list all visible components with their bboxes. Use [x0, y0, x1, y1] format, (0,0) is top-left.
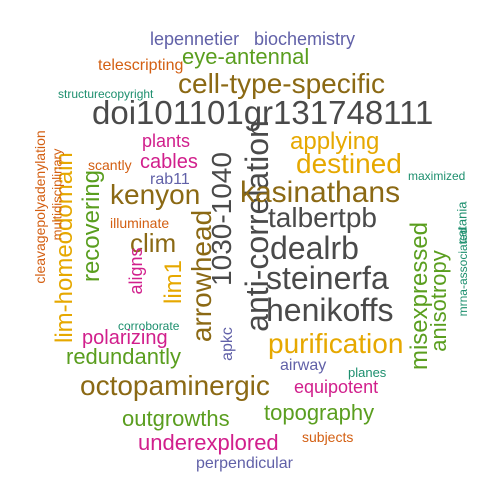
word-cleavagepolyadenylation: cleavagepolyadenylation: [32, 130, 48, 284]
word-illuminate: illuminate: [110, 215, 170, 231]
word-steinerfa: steinerfa: [266, 260, 389, 296]
word-outgrowths: outgrowths: [122, 406, 230, 431]
word-biochemistry: biochemistry: [254, 29, 356, 49]
word-recovering: recovering: [78, 169, 105, 283]
word-kenyon: kenyon: [110, 179, 201, 210]
word-mrna-associated: mrna-associated: [456, 227, 470, 317]
word-henikoffs: henikoffs: [266, 292, 394, 328]
word-octopaminergic: octopaminergic: [80, 370, 270, 401]
word-subjects: subjects: [302, 429, 354, 445]
word-dealrb: dealrb: [270, 230, 359, 266]
word-destined: destined: [296, 148, 402, 179]
word-cell-type-specific: cell-type-specific: [178, 68, 385, 99]
word-aligns: aligns: [126, 247, 146, 295]
word-equipotent: equipotent: [294, 377, 379, 397]
word-rab11: rab11: [150, 171, 190, 188]
word-talbertpb: talbertpb: [268, 202, 377, 233]
word-corroborate: corroborate: [118, 319, 180, 333]
word-telescripting: telescripting: [98, 57, 184, 74]
word-plants: plants: [142, 131, 191, 151]
word-kasinathans: kasinathans: [240, 176, 401, 209]
word-applying: applying: [290, 128, 380, 155]
word-lim1: lim1: [160, 260, 187, 305]
word-apkc: apkc: [219, 327, 236, 361]
word-scantly: scantly: [88, 157, 132, 173]
word-planes: planes: [348, 365, 387, 380]
word-multidisciplinary: multidisciplinary: [49, 148, 65, 241]
word-anisotropy: anisotropy: [426, 250, 451, 352]
word-cables: cables: [140, 151, 198, 173]
word-structurecopyright: structurecopyright: [58, 87, 154, 101]
word-maximized: maximized: [408, 169, 466, 183]
word-clim: clim: [130, 228, 177, 258]
word-airway: airway: [280, 357, 327, 374]
word-arrowhead: arrowhead: [186, 209, 217, 343]
word-lepennetier: lepennetier: [150, 29, 240, 49]
word-underexplored: underexplored: [138, 430, 279, 455]
word-doi: doi101101gr131748111: [92, 94, 434, 131]
word-polarizing: polarizing: [82, 327, 168, 349]
word-perpendicular: perpendicular: [196, 455, 293, 472]
word-redundantly: redundantly: [66, 344, 181, 369]
word-eye-antennal: eye-antennal: [182, 44, 310, 69]
word-topography: topography: [264, 400, 375, 425]
word-purification: purification: [268, 328, 404, 359]
